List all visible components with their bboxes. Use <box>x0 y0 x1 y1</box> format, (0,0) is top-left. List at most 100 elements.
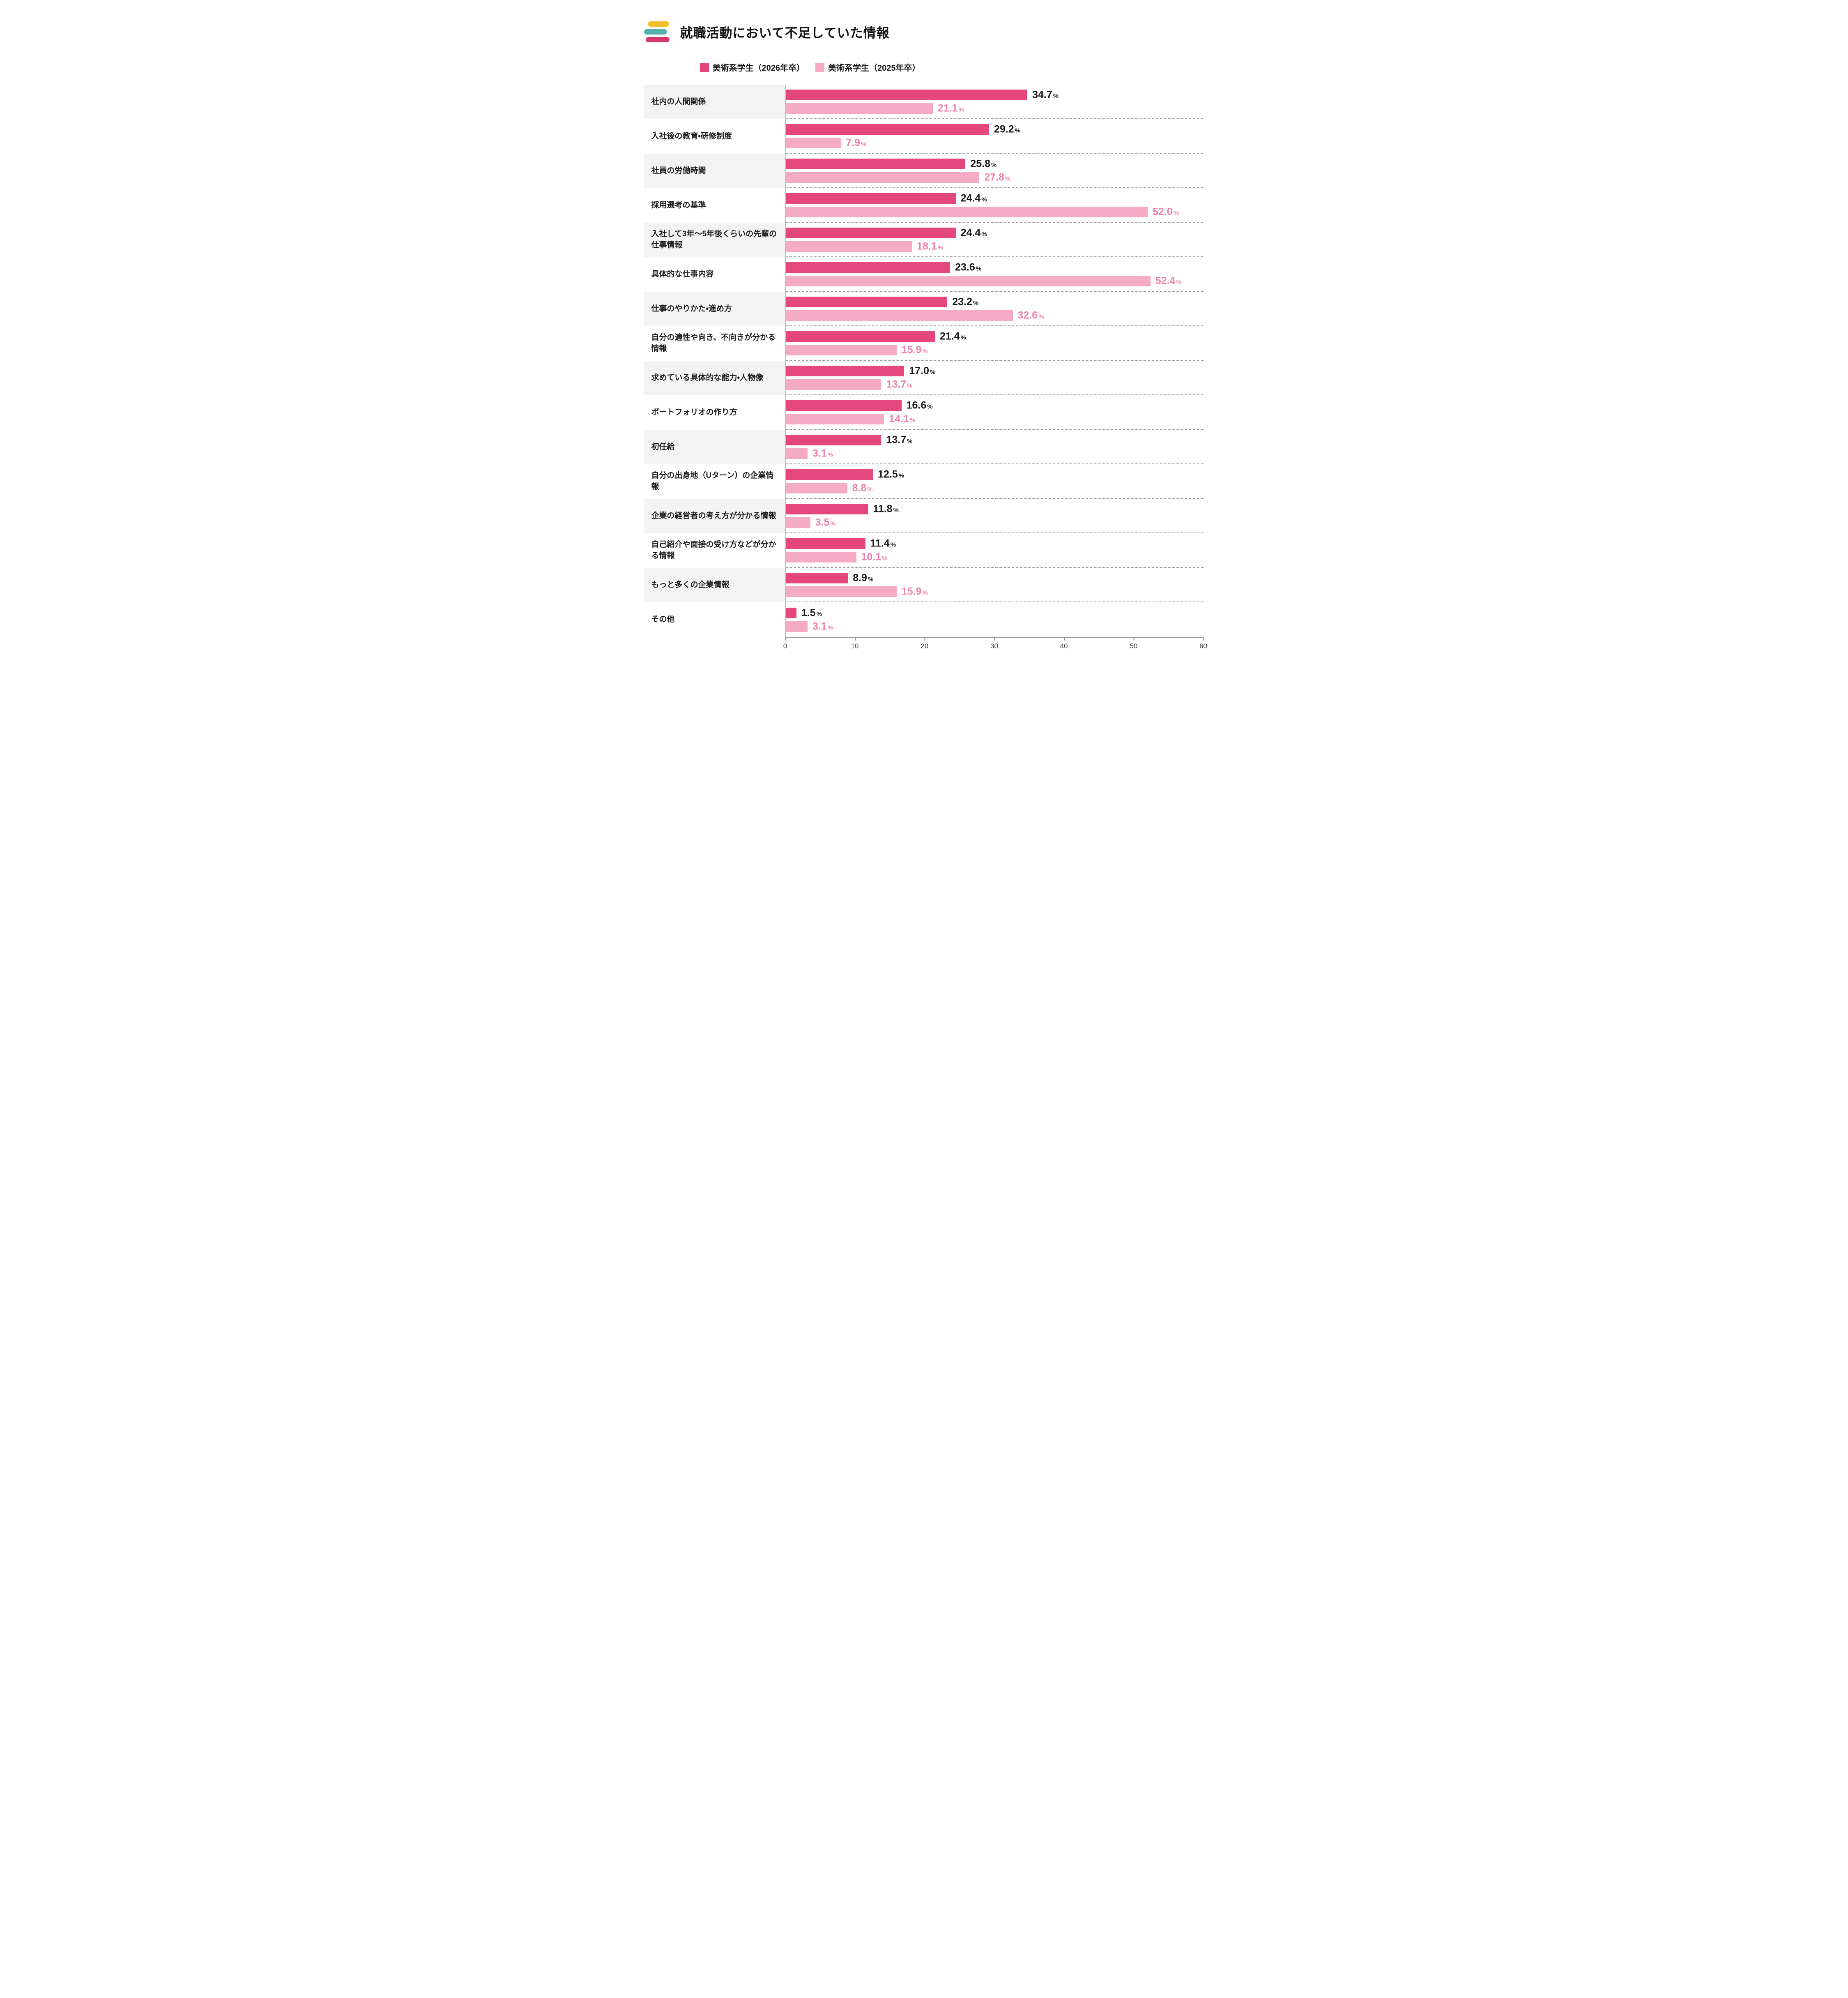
value-label-2025: 32.6% <box>1018 310 1044 320</box>
bar-2026 <box>786 572 848 583</box>
chart-page: 就職活動において不足していた情報 美術系学生（2026年卒） 美術系学生（202… <box>616 0 1232 671</box>
value-number: 3.1 <box>812 620 827 632</box>
value-number: 23.2 <box>952 296 973 307</box>
bar-2026 <box>786 296 948 307</box>
bar-2026 <box>786 193 956 204</box>
value-number: 27.8 <box>984 171 1004 183</box>
percent-sign: % <box>861 141 867 147</box>
bar-track-2025: 14.1% <box>786 413 1204 424</box>
bar-track-2026: 34.7% <box>786 89 1204 100</box>
bars-area: 12.5% 8.8% <box>785 464 1204 499</box>
percent-sign: % <box>907 382 913 389</box>
value-label-2026: 21.4% <box>940 331 966 341</box>
bars-area: 11.8% 3.5% <box>785 499 1204 533</box>
value-label-2026: 24.4% <box>961 228 987 238</box>
percent-sign: % <box>927 403 933 410</box>
bar-track-2025: 27.8% <box>786 172 1204 183</box>
bars-area: 23.6% 52.4% <box>785 257 1204 292</box>
chart-row: ポートフォリオの作り方 16.6% 14.1% <box>644 395 1204 430</box>
value-number: 8.8 <box>852 482 867 493</box>
bar-2025 <box>786 448 808 459</box>
bar-track-2026: 23.2% <box>786 296 1204 307</box>
percent-sign: % <box>1173 210 1179 217</box>
percent-sign: % <box>898 472 904 479</box>
bars-area: 25.8% 27.8% <box>785 154 1204 188</box>
bar-2026 <box>786 89 1028 100</box>
percent-sign: % <box>960 334 966 341</box>
bar-2026 <box>786 400 902 411</box>
bars-area: 29.2% 7.9% <box>785 119 1204 154</box>
bar-2026 <box>786 503 868 514</box>
value-label-2026: 25.8% <box>970 159 996 169</box>
percent-sign: % <box>930 369 936 376</box>
bar-track-2026: 16.6% <box>786 400 1204 411</box>
chart-row: 社内の人間関係 34.7% 21.1% <box>644 85 1204 119</box>
value-label-2026: 16.6% <box>907 400 933 410</box>
bar-2025 <box>786 344 897 355</box>
value-number: 18.1 <box>916 240 937 252</box>
bar-2025 <box>786 551 856 562</box>
bar-2026 <box>786 434 881 445</box>
value-label-2025: 52.4% <box>1155 276 1182 286</box>
bar-2025 <box>786 482 847 493</box>
tribar-yellow-icon <box>647 21 669 27</box>
category-label: 自己紹介や面接の受け方などが分かる情報 <box>644 533 785 568</box>
bar-track-2026: 29.2% <box>786 124 1204 135</box>
value-number: 21.1 <box>937 102 958 114</box>
bar-track-2025: 52.4% <box>786 275 1204 286</box>
bar-2026 <box>786 607 796 618</box>
chart-row: 社員の労働時間 25.8% 27.8% <box>644 154 1204 188</box>
value-number: 14.1 <box>889 413 909 424</box>
bar-2026 <box>786 227 956 238</box>
x-tick-label: 50 <box>1130 638 1137 650</box>
category-label: 自分の出身地（Uターン）の企業情報 <box>644 464 785 499</box>
chart-row: 採用選考の基準 24.4% 52.0% <box>644 188 1204 223</box>
value-label-2026: 8.9% <box>853 573 873 583</box>
legend-item-2025: 美術系学生（2025年卒） <box>815 61 921 73</box>
bars-area: 24.4% 18.1% <box>785 223 1204 257</box>
value-label-2025: 7.9% <box>846 138 866 148</box>
value-number: 1.5 <box>801 607 816 618</box>
bar-track-2026: 21.4% <box>786 331 1204 342</box>
bars-area: 17.0% 13.7% <box>785 361 1204 395</box>
percent-sign: % <box>907 438 913 445</box>
value-label-2025: 3.1% <box>812 621 833 631</box>
tribar-pink-icon <box>645 37 670 42</box>
bar-track-2025: 32.6% <box>786 310 1204 321</box>
category-label: もっと多くの企業情報 <box>644 568 785 602</box>
chart-row: その他 1.5% 3.1% <box>644 602 1204 637</box>
chart-row: 自分の適性や向き、不向きが分かる情報 21.4% 15.9% <box>644 326 1204 361</box>
bar-track-2025: 3.5% <box>786 517 1204 528</box>
chart-row: 企業の経営者の考え方が分かる情報 11.8% 3.5% <box>644 499 1204 533</box>
bar-2026 <box>786 124 989 135</box>
percent-sign: % <box>816 611 822 618</box>
value-label-2025: 10.1% <box>861 552 888 562</box>
value-label-2025: 13.7% <box>886 379 912 389</box>
bar-2025 <box>786 137 841 148</box>
legend: 美術系学生（2026年卒） 美術系学生（2025年卒） <box>700 61 1204 73</box>
bar-2026 <box>786 331 935 342</box>
category-label: 初任給 <box>644 430 785 464</box>
bar-2026 <box>786 469 873 480</box>
bar-2025 <box>786 172 980 183</box>
category-label: 仕事のやりかた・進め方 <box>644 292 785 326</box>
bar-2026 <box>786 158 966 169</box>
bar-track-2025: 7.9% <box>786 137 1204 148</box>
value-label-2025: 27.8% <box>984 172 1010 182</box>
value-label-2025: 15.9% <box>902 586 928 597</box>
percent-sign: % <box>1038 313 1044 320</box>
bar-2026 <box>786 538 865 549</box>
legend-label-2025: 美術系学生（2025年卒） <box>828 64 921 73</box>
percent-sign: % <box>1053 92 1059 99</box>
chart-row: 具体的な仕事内容 23.6% 52.4% <box>644 257 1204 292</box>
bars-area: 8.9% 15.9% <box>785 568 1204 602</box>
x-tick-label: 0 <box>783 638 787 650</box>
legend-item-2026: 美術系学生（2026年卒） <box>700 61 805 73</box>
bar-track-2026: 1.5% <box>786 607 1204 618</box>
x-tick-label: 20 <box>921 638 928 650</box>
chart-row: 仕事のやりかた・進め方 23.2% 32.6% <box>644 292 1204 326</box>
bar-track-2025: 8.8% <box>786 482 1204 493</box>
percent-sign: % <box>958 106 964 113</box>
value-label-2026: 23.2% <box>952 297 978 307</box>
bar-track-2026: 8.9% <box>786 572 1204 583</box>
